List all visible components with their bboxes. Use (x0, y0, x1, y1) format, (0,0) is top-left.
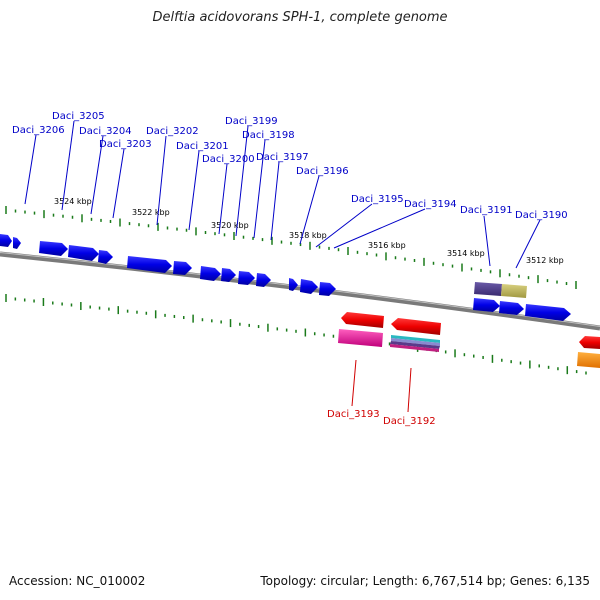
gene-arrow[interactable] (200, 266, 221, 281)
gene-label[interactable]: Daci_3205 (52, 111, 105, 122)
gene-label[interactable]: Daci_3202 (146, 126, 199, 137)
gene-arrow[interactable] (98, 250, 113, 264)
gene-arrow[interactable] (13, 237, 21, 249)
reverse-leader-lines (351, 359, 412, 413)
gene-arrow[interactable] (127, 256, 172, 273)
gene-label[interactable]: Daci_3198 (242, 130, 295, 141)
feature-bar[interactable] (474, 282, 502, 296)
forward-gene-labels: Daci_3206 Daci_3205 Daci_3204 Daci_3203 … (12, 111, 568, 221)
scale-labels: 3524 kbp 3522 kbp 3520 kbp 3518 kbp 3516… (54, 197, 564, 265)
gene-arrow[interactable] (525, 304, 571, 321)
gene-arrow[interactable] (238, 271, 255, 285)
scale-label: 3516 kbp (368, 241, 406, 250)
gene-label[interactable]: Daci_3195 (351, 194, 404, 205)
gene-label[interactable]: Daci_3197 (256, 152, 309, 163)
feature-bar[interactable] (501, 284, 527, 298)
gene-arrow[interactable] (579, 336, 600, 349)
gene-label[interactable]: Daci_3201 (176, 141, 229, 152)
gene-arrow[interactable] (341, 312, 384, 328)
gene-label[interactable]: Daci_3191 (460, 205, 513, 216)
gene-label[interactable]: Daci_3203 (99, 139, 152, 150)
gene-arrow[interactable] (39, 241, 68, 256)
forward-scale-ticks (5, 206, 577, 289)
striped-feature-bar[interactable] (390, 335, 440, 352)
gene-label[interactable]: Daci_3194 (404, 199, 457, 210)
map-title: Delftia acidovorans SPH-1, complete geno… (152, 10, 448, 25)
feature-bar[interactable] (577, 352, 600, 368)
gene-arrow[interactable] (221, 268, 236, 282)
topology-text: Topology: circular; Length: 6,767,514 bp… (260, 574, 590, 588)
gene-label[interactable]: Daci_3199 (225, 116, 278, 127)
genome-backbone (0, 251, 600, 331)
gene-arrow[interactable] (473, 298, 500, 312)
gene-label[interactable]: Daci_3200 (202, 154, 255, 165)
gene-arrow[interactable] (0, 234, 12, 247)
gene-arrow[interactable] (68, 245, 99, 261)
gene-arrow[interactable] (319, 282, 336, 296)
gene-arrow[interactable] (499, 301, 524, 315)
gene-arrow[interactable] (300, 279, 318, 294)
forward-leader-lines (24, 120, 541, 269)
accession-text: Accession: NC_010002 (9, 574, 146, 588)
scale-label: 3512 kbp (526, 256, 564, 265)
gene-label[interactable]: Daci_3196 (296, 166, 349, 177)
feature-bar[interactable] (338, 329, 383, 347)
feature-bars-forward (474, 282, 527, 298)
reverse-genes (338, 312, 600, 368)
scale-label: 3514 kbp (447, 249, 485, 258)
forward-genes (0, 234, 571, 321)
gene-arrow[interactable] (256, 273, 271, 287)
gene-arrow[interactable] (391, 318, 441, 335)
gene-label[interactable]: Daci_3190 (515, 210, 568, 221)
gene-label[interactable]: Daci_3206 (12, 125, 65, 136)
gene-arrow[interactable] (289, 278, 298, 291)
scale-label: 3518 kbp (289, 231, 327, 240)
gene-label[interactable]: Daci_3193 (327, 409, 380, 420)
gene-label[interactable]: Daci_3192 (383, 416, 436, 427)
scale-label: 3522 kbp (132, 208, 170, 217)
scale-label: 3520 kbp (211, 221, 249, 230)
gene-label[interactable]: Daci_3204 (79, 126, 132, 137)
gene-arrow[interactable] (173, 261, 192, 275)
reverse-gene-labels: Daci_3193 Daci_3192 (327, 409, 436, 427)
scale-label: 3524 kbp (54, 197, 92, 206)
